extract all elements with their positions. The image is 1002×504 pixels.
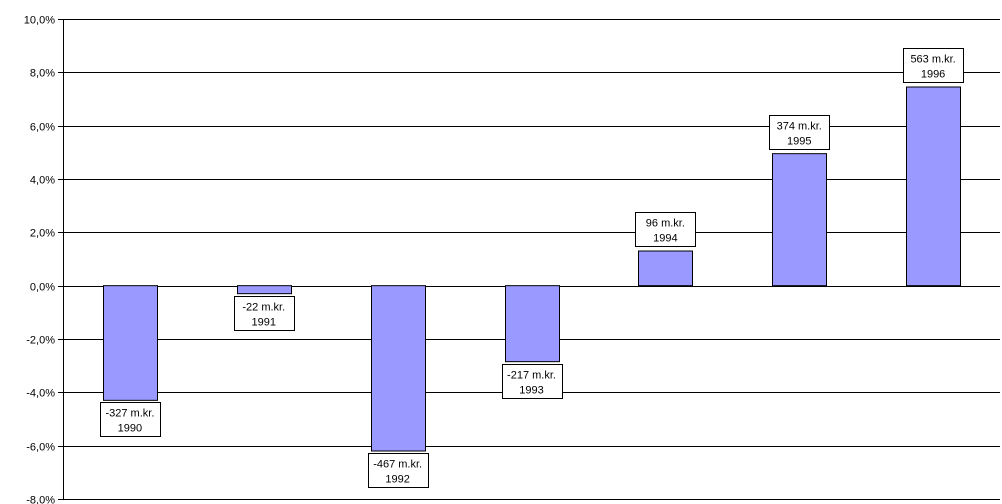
y-tick-label: -8,0% [26, 495, 55, 504]
data-label-box [903, 48, 964, 83]
bar-1995 [772, 153, 827, 287]
data-label-1993: -217 m.kr. 1993 [502, 364, 563, 399]
data-label-text: 1992 [385, 474, 409, 486]
y-tick-label: 4,0% [30, 175, 55, 187]
bars [103, 86, 961, 452]
y-tick-label: 2,0% [30, 228, 55, 240]
data-label-text: 374 m.kr. [777, 121, 822, 133]
data-label-text: 1990 [118, 423, 142, 435]
data-label-text: 1994 [653, 233, 677, 245]
y-tick-label: 0,0% [30, 282, 55, 294]
data-label-box [502, 364, 563, 399]
data-label-text: -22 m.kr. [242, 302, 285, 314]
data-label-box [769, 115, 830, 150]
bar-1992 [371, 285, 426, 452]
bar-1990 [103, 285, 158, 401]
bar-1994 [638, 250, 693, 287]
gridlines [63, 19, 1000, 500]
data-label-text: -467 m.kr. [373, 459, 422, 471]
data-label-box [100, 402, 161, 437]
data-label-text: 563 m.kr. [910, 54, 955, 66]
data-label-1992: -467 m.kr. 1992 [368, 453, 429, 488]
data-label-text: 1996 [921, 69, 945, 81]
data-label-1994: 96 m.kr. 1994 [635, 212, 696, 247]
data-label-box [635, 212, 696, 247]
y-axis-tick-labels: 10,0% 8,0% 6,0% 4,0% 2,0% 0,0% -2,0% -4,0% -6,0%… [24, 15, 55, 504]
data-label-1996: 563 m.kr. 1996 [903, 48, 964, 83]
data-label-text: 1995 [787, 136, 811, 148]
y-tick-label: -2,0% [26, 335, 55, 347]
data-labels: -327 m.kr. 1990 -22 m.kr. 1991 -467 m.kr. 199… [100, 48, 964, 488]
data-label-text: -217 m.kr. [507, 370, 556, 382]
data-label-text: 96 m.kr. [646, 218, 685, 230]
y-tick-label: -6,0% [26, 442, 55, 454]
data-label-1995: 374 m.kr. 1995 [769, 115, 830, 150]
data-label-text: 1993 [519, 385, 543, 397]
y-tick-label: 8,0% [30, 68, 55, 80]
y-axis [58, 19, 64, 500]
data-label-1991: -22 m.kr. 1991 [234, 296, 295, 331]
y-tick-label: -4,0% [26, 388, 55, 400]
bar-1996 [906, 86, 961, 287]
bar-1991 [237, 285, 292, 295]
data-label-box [234, 296, 295, 331]
data-label-box [368, 453, 429, 488]
data-label-text: 1991 [252, 317, 276, 329]
data-label-text: -327 m.kr. [105, 408, 154, 420]
bar-1993 [505, 285, 560, 363]
y-tick-label: 6,0% [30, 122, 55, 134]
data-label-1990: -327 m.kr. 1990 [100, 402, 161, 437]
y-tick-label: 10,0% [24, 15, 55, 27]
